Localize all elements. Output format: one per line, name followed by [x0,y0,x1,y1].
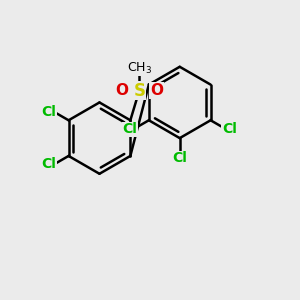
Text: S: S [133,82,145,100]
Text: Cl: Cl [172,151,187,165]
Text: Cl: Cl [42,157,57,171]
Text: Cl: Cl [123,122,137,136]
Text: O: O [116,83,128,98]
Text: CH$_3$: CH$_3$ [127,61,152,76]
Text: Cl: Cl [42,105,57,119]
Text: O: O [150,83,163,98]
Text: Cl: Cl [222,122,237,136]
